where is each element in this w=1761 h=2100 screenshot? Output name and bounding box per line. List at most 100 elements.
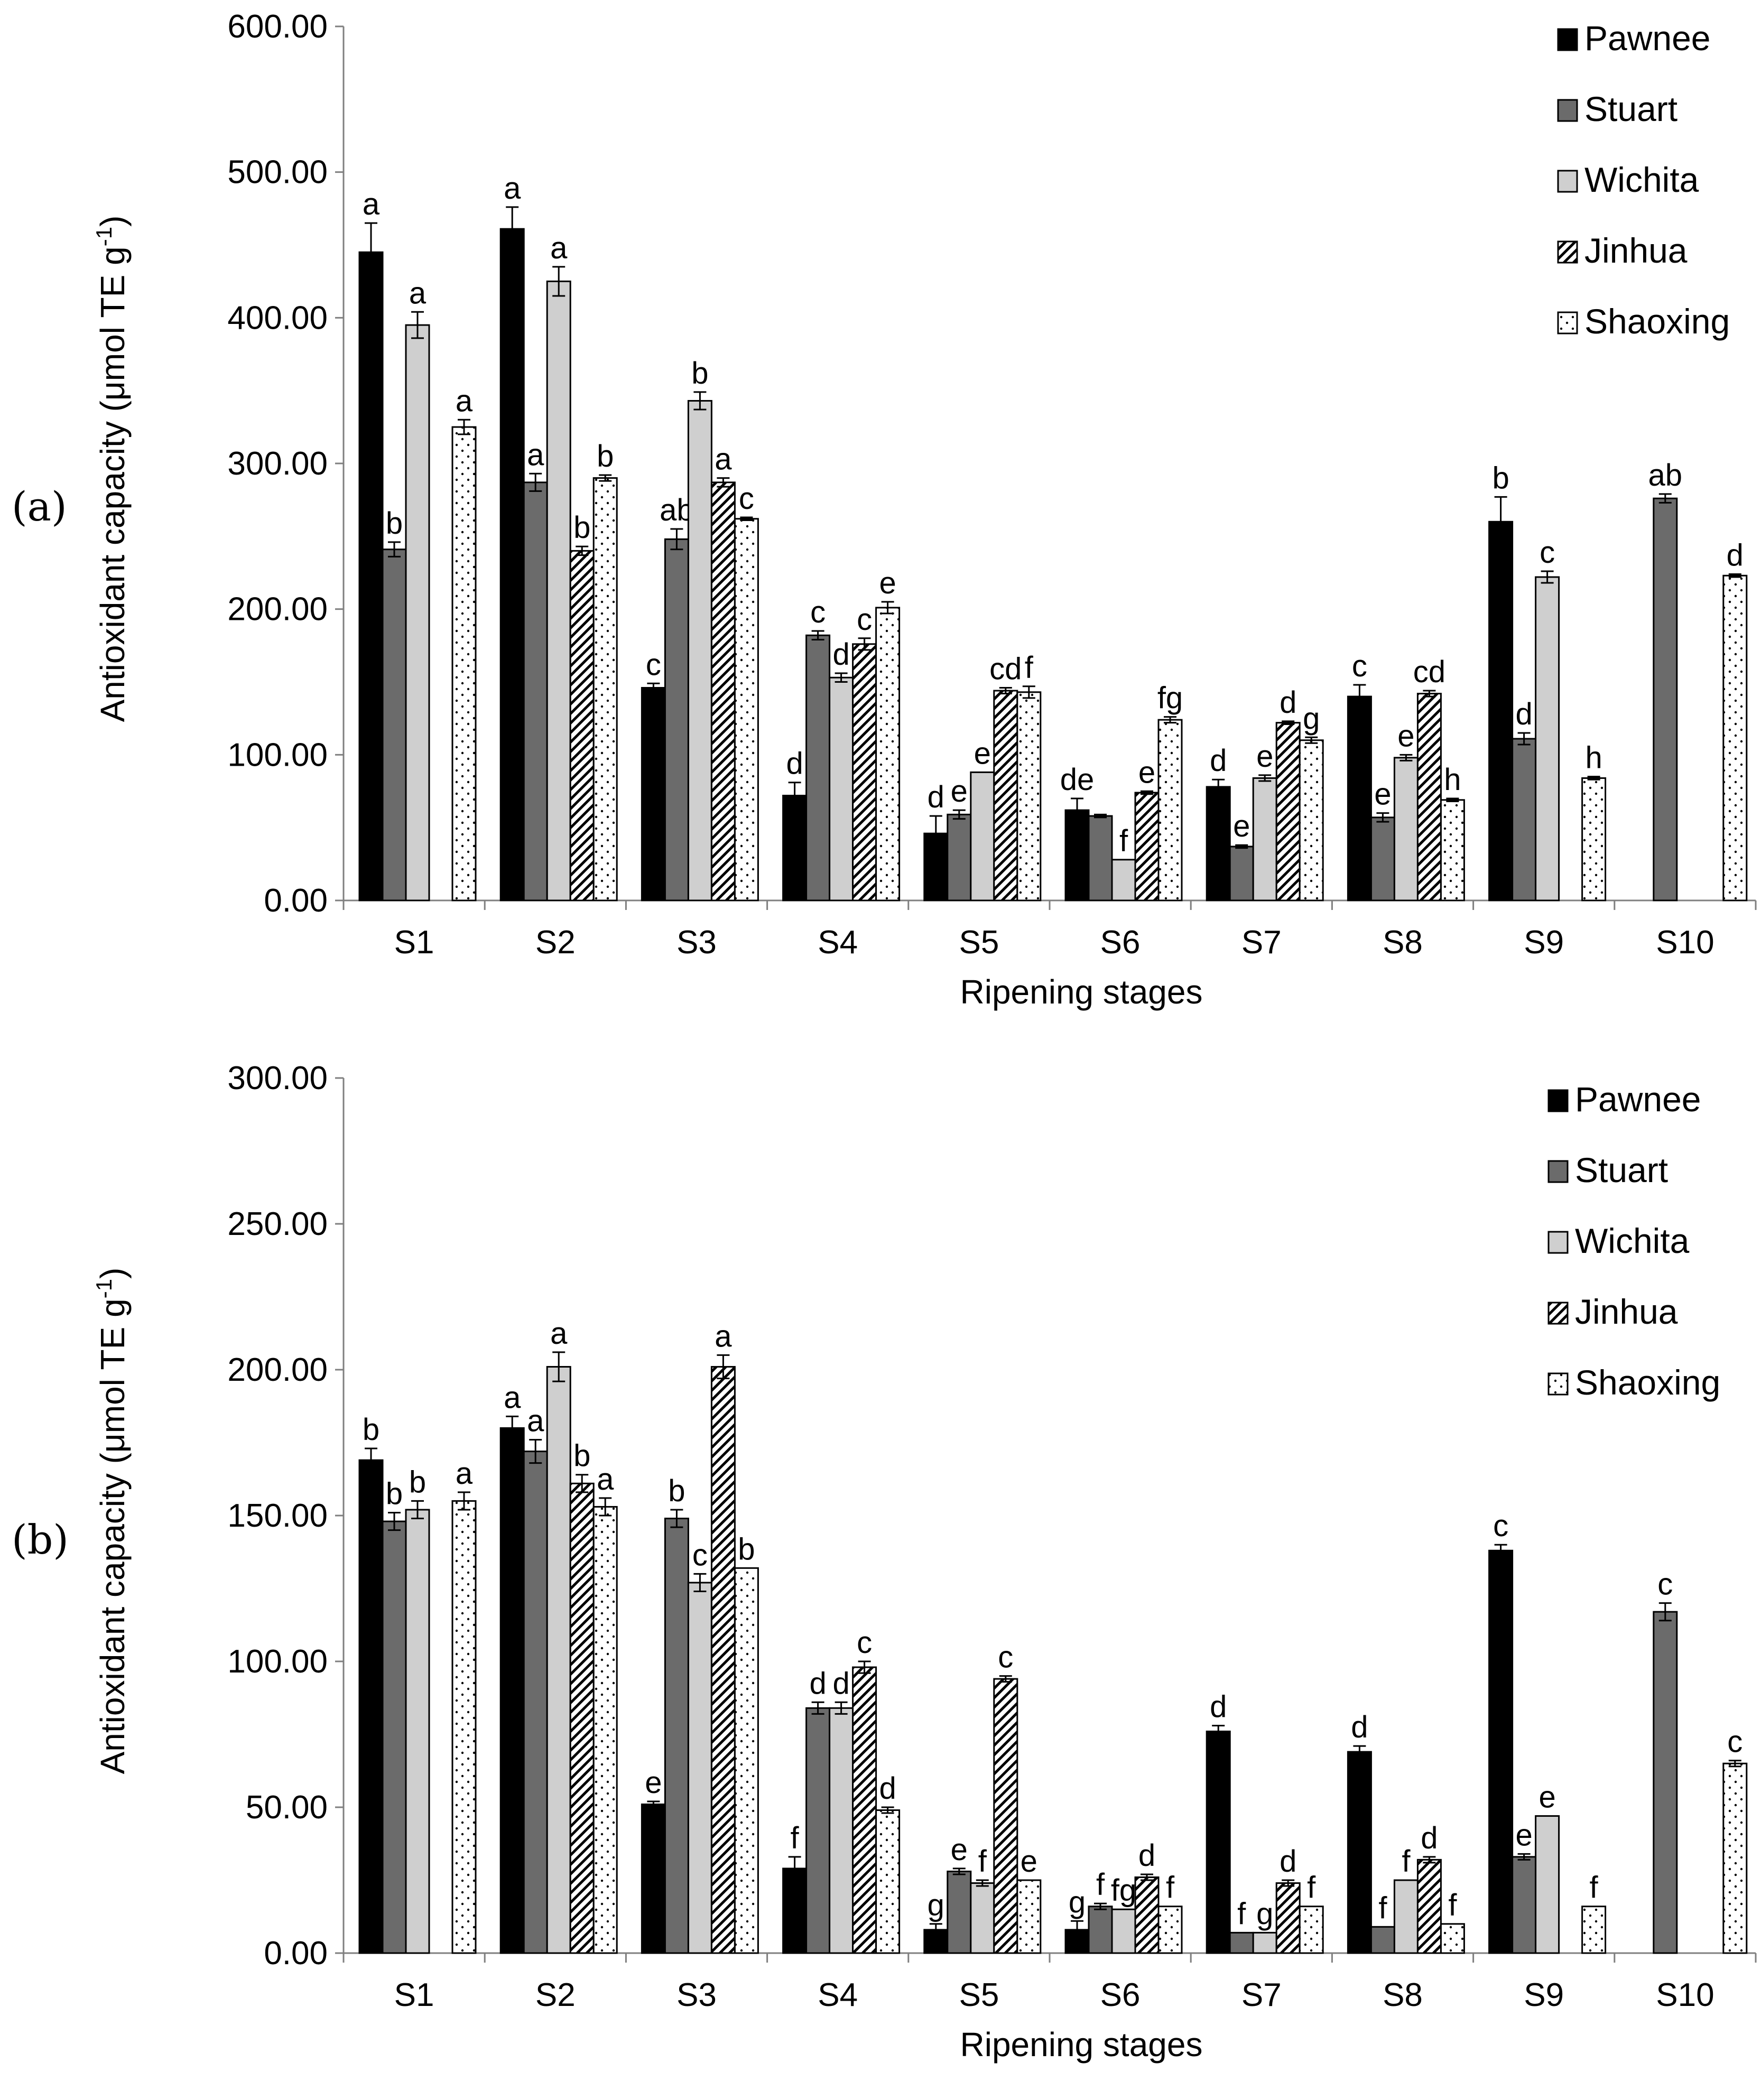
bar-wichita: [1111, 1908, 1136, 1954]
legend-label-shaoxing: Shaoxing: [1584, 302, 1730, 341]
significance-label: d: [832, 1666, 849, 1701]
significance-label: c: [646, 647, 661, 682]
bar-stuart: [1088, 1906, 1113, 1954]
significance-label: d: [1210, 1689, 1227, 1724]
significance-label: e: [1538, 1780, 1555, 1815]
x-axis-title: Ripening stages: [960, 973, 1203, 1011]
bar-stuart: [1512, 738, 1537, 902]
y-tick-label: 100.00: [227, 1643, 328, 1680]
significance-label: a: [527, 438, 544, 472]
bar-wichita: [970, 771, 995, 902]
x-tick-label: S5: [959, 1977, 999, 2013]
y-axis-title-sup: -1: [91, 1279, 116, 1298]
significance-label: b: [738, 1532, 755, 1566]
bar-jinhua: [1416, 693, 1442, 902]
significance-label: e: [1138, 755, 1155, 789]
significance-label: a: [456, 384, 473, 418]
significance-label: g: [1303, 701, 1320, 736]
significance-label: d: [832, 637, 849, 672]
significance-label: b: [1492, 461, 1509, 495]
significance-label: f: [1402, 1844, 1411, 1879]
bar-shaoxing: [592, 1506, 618, 1954]
y-tick-label: 200.00: [227, 591, 328, 628]
legend-label-shaoxing: Shaoxing: [1575, 1363, 1720, 1402]
bar-wichita: [1393, 1879, 1419, 1954]
bar-stuart: [523, 481, 548, 902]
bar-stuart: [947, 813, 972, 902]
y-tick-label: 300.00: [227, 445, 328, 482]
chart-panel-a: 0.00 100.00 200.00 300.00 400.00 500.00 600.00…: [12, 8, 1757, 1011]
significance-label: d: [809, 1666, 826, 1701]
significance-label: d: [879, 1771, 896, 1806]
bar-pawnee: [1206, 786, 1231, 902]
significance-label: b: [386, 1476, 403, 1511]
significance-label: c: [1540, 535, 1555, 570]
significance-label: a: [409, 276, 427, 310]
y-tick-label: 50.00: [246, 1789, 328, 1826]
bar-pawnee: [1488, 521, 1514, 902]
significance-label: d: [1210, 744, 1227, 778]
bar-stuart: [947, 1870, 972, 1954]
significance-label: d: [1421, 1821, 1438, 1855]
legend-label-wichita: Wichita: [1575, 1221, 1690, 1260]
significance-label: d: [1280, 1844, 1296, 1879]
bar-shaoxing: [734, 518, 759, 902]
x-tick-label: S3: [676, 924, 717, 961]
panel-label: (b): [12, 1516, 69, 1563]
significance-label: e: [879, 566, 896, 600]
significance-label: g: [1069, 1885, 1086, 1919]
significance-label: cd: [989, 652, 1022, 686]
bar-stuart: [1512, 1856, 1537, 1954]
significance-label: d: [1280, 685, 1296, 720]
bar-wichita: [405, 1509, 430, 1954]
significance-label: g: [928, 1888, 944, 1922]
significance-label: f: [1096, 1867, 1105, 1902]
bar-shaoxing: [1157, 1906, 1183, 1954]
bar-jinhua: [569, 550, 595, 902]
significance-label: fg: [1111, 1873, 1136, 1908]
x-tick-label: S8: [1383, 924, 1423, 961]
significance-label: e: [951, 1833, 968, 1867]
y-tick-label: 100.00: [227, 737, 328, 773]
significance-label: d: [786, 747, 803, 781]
y-axis-title-sup: -1: [91, 227, 116, 246]
legend-label-jinhua: Jinhua: [1575, 1292, 1678, 1331]
x-tick-label: S6: [1100, 1977, 1141, 2013]
legend-label-stuart: Stuart: [1584, 89, 1677, 128]
significance-label: h: [1585, 741, 1602, 775]
x-tick-label: S6: [1100, 924, 1141, 961]
significance-label: b: [668, 1474, 685, 1508]
bar-pawnee: [1347, 1751, 1372, 1954]
significance-label: b: [691, 356, 708, 391]
significance-label: de: [1060, 763, 1095, 797]
significance-label: a: [527, 1404, 544, 1438]
bar-pawnee: [1206, 1730, 1231, 1954]
bar-shaoxing: [1016, 691, 1042, 902]
legend-label-jinhua: Jinhua: [1584, 231, 1688, 270]
bar-jinhua: [710, 481, 736, 902]
bar-stuart: [1653, 1611, 1678, 1954]
x-tick-label: S7: [1241, 924, 1282, 961]
x-tick-label: S1: [394, 1977, 434, 2013]
bar-shaoxing: [451, 426, 477, 902]
bar-jinhua: [993, 1678, 1018, 1954]
significance-label: f: [1590, 1871, 1599, 1905]
bar-shaoxing: [1299, 1906, 1324, 1954]
x-tick-label: S8: [1383, 1977, 1423, 2013]
bar-jinhua: [852, 1666, 877, 1954]
significance-label: d: [1515, 697, 1532, 731]
significance-label: f: [1448, 1888, 1457, 1922]
significance-label: e: [951, 774, 968, 809]
significance-label: f: [791, 1821, 800, 1855]
legend-swatch-shaoxing: [1557, 311, 1578, 334]
bar-stuart: [1088, 815, 1113, 902]
significance-label: e: [1233, 809, 1250, 843]
significance-label: a: [550, 231, 568, 265]
bar-shaoxing: [592, 477, 618, 902]
x-tick-label: S10: [1656, 1977, 1714, 2013]
significance-label: a: [504, 171, 521, 206]
significance-label: b: [386, 506, 403, 541]
significance-label: h: [1444, 763, 1461, 797]
significance-label: c: [857, 602, 872, 637]
x-tick-label: S1: [394, 924, 434, 961]
